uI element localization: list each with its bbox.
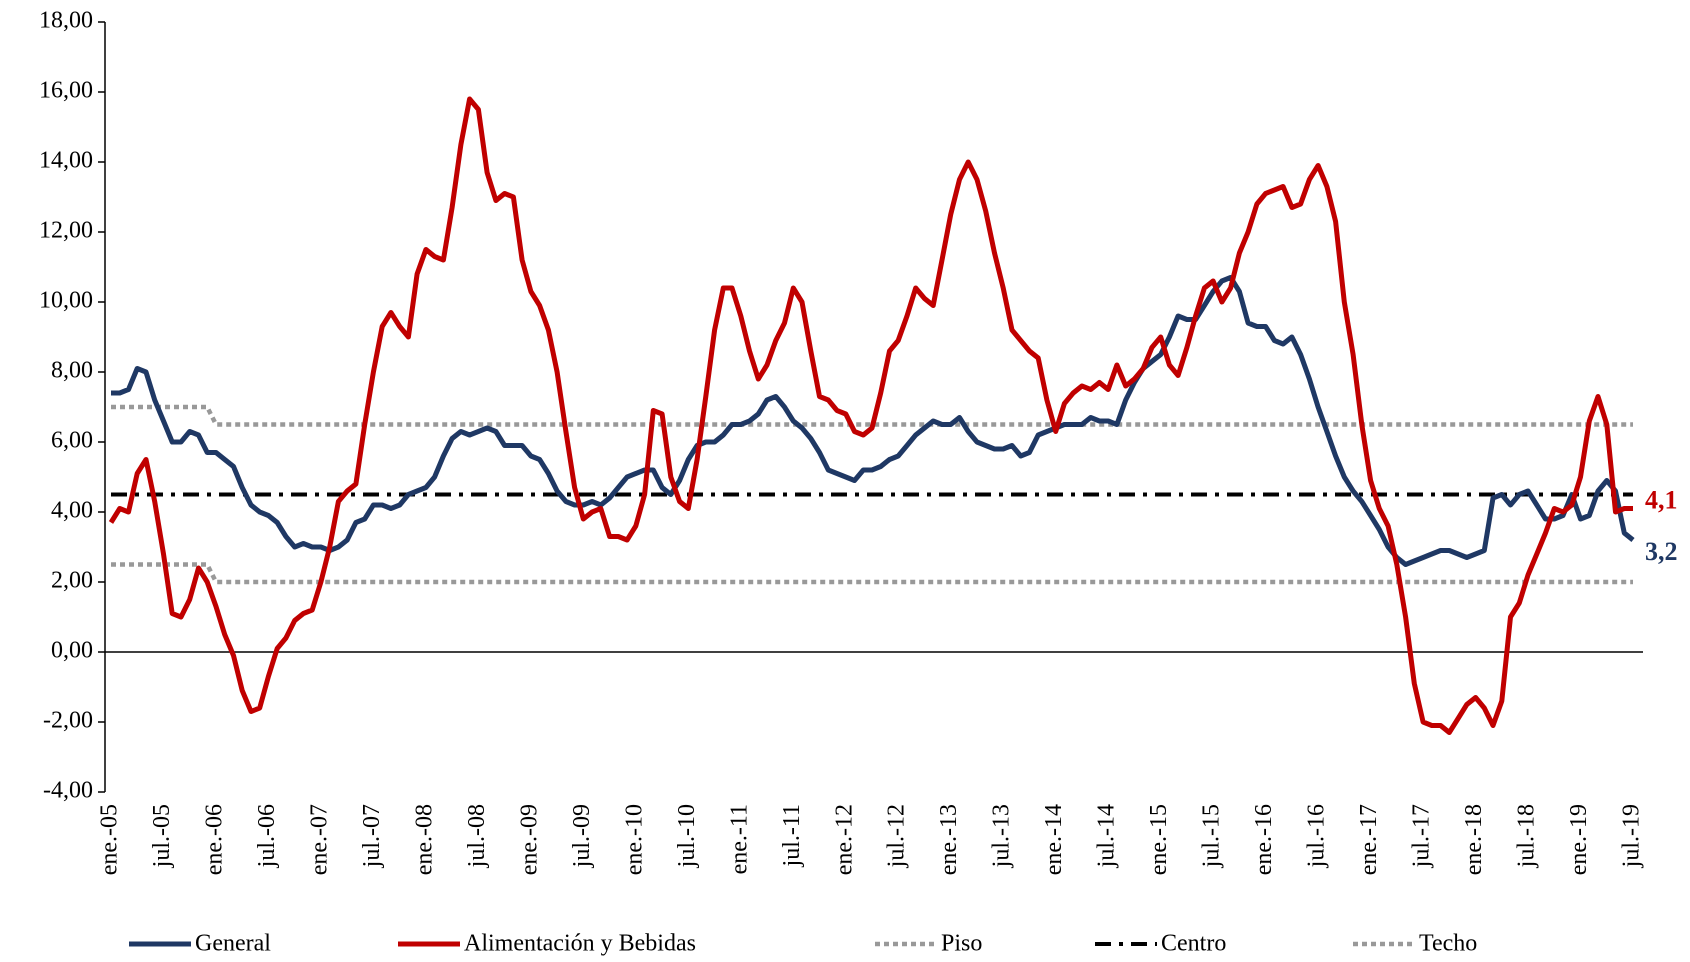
x-tick-label: ene.-18 (1461, 804, 1487, 875)
end-label: 3,2 (1645, 537, 1678, 566)
y-tick-label: 12,00 (39, 218, 93, 244)
x-tick-label: ene.-14 (1041, 804, 1067, 875)
series-line (111, 562, 1633, 585)
x-tick-label: jul.-16 (1304, 804, 1330, 868)
x-tick-label: jul.-06 (254, 804, 280, 868)
x-tick-label: jul.-12 (884, 804, 910, 868)
y-tick-label: 4,00 (51, 498, 93, 524)
x-tick-label: jul.-14 (1094, 804, 1120, 868)
x-tick-label: ene.-17 (1356, 804, 1382, 875)
x-tick-label: jul.-09 (569, 804, 595, 868)
x-tick-label: ene.-10 (621, 804, 647, 875)
x-tick-label: jul.-17 (1409, 804, 1435, 868)
x-tick-label: ene.-07 (306, 804, 332, 875)
y-tick-label: 2,00 (51, 568, 93, 594)
legend-label: Piso (941, 931, 982, 957)
x-tick-label: ene.-12 (831, 804, 857, 875)
y-tick-label: -4,00 (43, 778, 93, 804)
x-tick-label: jul.-05 (149, 804, 175, 868)
x-tick-label: jul.-10 (674, 804, 700, 868)
x-tick-label: ene.-13 (936, 804, 962, 875)
y-tick-label: 10,00 (39, 288, 93, 314)
x-tick-label: ene.-05 (97, 804, 123, 875)
x-tick-label: jul.-15 (1199, 804, 1225, 868)
series-line (111, 275, 1635, 567)
end-label: 4,1 (1645, 485, 1678, 514)
y-tick-label: 14,00 (39, 148, 93, 174)
x-tick-label: ene.-15 (1146, 804, 1172, 875)
y-tick-label: 16,00 (39, 78, 93, 104)
x-tick-label: ene.-16 (1251, 804, 1277, 875)
x-tick-label: ene.-09 (516, 804, 542, 875)
x-tick-label: ene.-19 (1566, 804, 1592, 875)
legend-label: Alimentación y Bebidas (464, 931, 696, 957)
x-tick-label: jul.-13 (989, 804, 1015, 868)
x-tick-label: ene.-08 (411, 804, 437, 875)
x-tick-label: jul.-07 (359, 804, 385, 868)
y-tick-label: -2,00 (43, 708, 93, 734)
y-tick-label: 18,00 (39, 8, 93, 34)
series-line (108, 96, 1633, 735)
legend-label: General (195, 931, 271, 957)
y-tick-label: 0,00 (51, 638, 93, 664)
legend-label: Centro (1161, 931, 1226, 957)
legend-label: Techo (1419, 931, 1477, 957)
x-tick-label: jul.-08 (464, 804, 490, 868)
x-tick-label: ene.-11 (726, 804, 752, 874)
y-tick-label: 6,00 (51, 428, 93, 454)
x-tick-label: jul.-11 (779, 804, 805, 867)
x-tick-label: jul.-18 (1514, 804, 1540, 868)
x-tick-label: ene.-06 (201, 804, 227, 875)
y-tick-label: 8,00 (51, 358, 93, 384)
x-tick-label: jul.-19 (1619, 804, 1645, 868)
